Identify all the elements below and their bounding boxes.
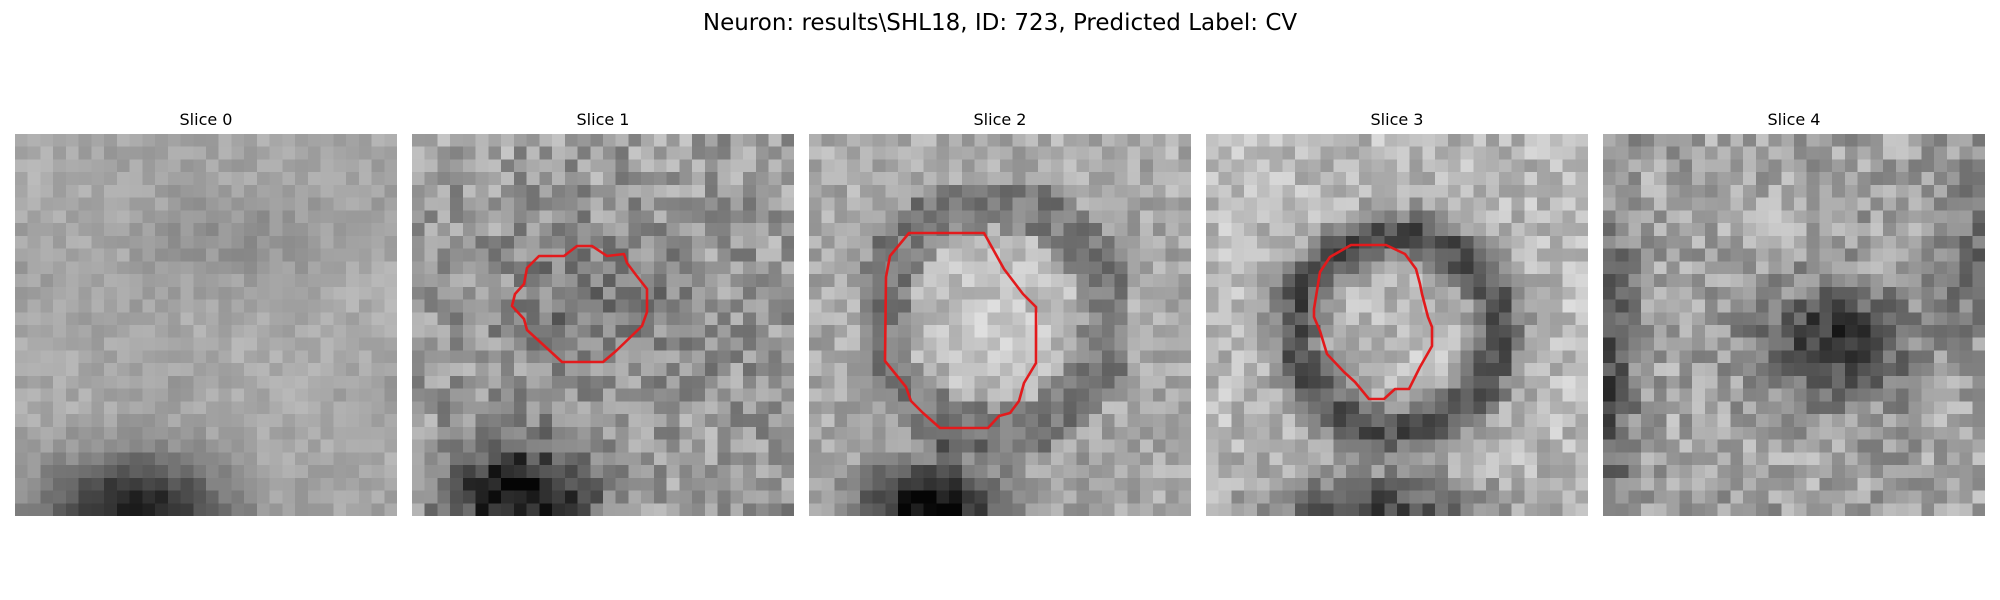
slice-0-image bbox=[15, 134, 397, 516]
slice-0-title: Slice 0 bbox=[179, 110, 233, 129]
slice-4-title: Slice 4 bbox=[1767, 110, 1821, 129]
roi-contour bbox=[883, 231, 1038, 430]
slice-2-image bbox=[809, 134, 1191, 516]
roi-contour bbox=[1312, 243, 1434, 401]
figure-title: Neuron: results\SHL18, ID: 723, Predicte… bbox=[702, 10, 1298, 36]
slice-3-image bbox=[1206, 134, 1588, 516]
slice-4-image bbox=[1603, 134, 1985, 516]
slice-1-title: Slice 1 bbox=[576, 110, 630, 129]
slice-1-image bbox=[412, 134, 794, 516]
slice-1-roi-outline bbox=[510, 244, 649, 364]
slice-3-roi-outline bbox=[1312, 243, 1434, 401]
slice-3-title: Slice 3 bbox=[1370, 110, 1424, 129]
slice-2-roi-outline bbox=[883, 231, 1038, 430]
roi-contour bbox=[510, 244, 649, 364]
slice-2-title: Slice 2 bbox=[973, 110, 1027, 129]
